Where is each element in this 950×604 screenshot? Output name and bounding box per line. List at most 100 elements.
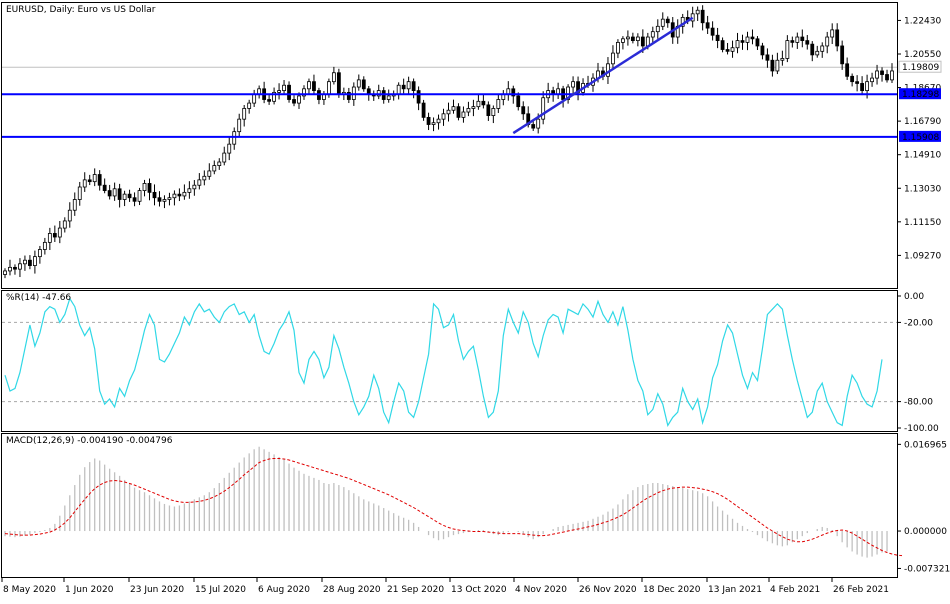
candle-body: [142, 183, 147, 191]
candle-body: [885, 74, 889, 81]
candle-body: [401, 84, 406, 90]
candle-body: [616, 41, 620, 54]
candle-body: [845, 63, 850, 77]
time-tick-label: 4 Nov 2020: [515, 585, 567, 595]
wpr-tick-label: 0.00: [904, 292, 924, 302]
candle-body: [815, 50, 820, 56]
time-tick-label: 28 Aug 2020: [323, 585, 381, 595]
candle-body: [436, 118, 441, 124]
level-price-label-1: 1.18298: [902, 90, 939, 100]
candle-body: [441, 113, 446, 120]
candle-body: [740, 40, 745, 43]
candle-body: [800, 36, 805, 42]
candle-body: [760, 45, 765, 56]
candle-body: [47, 233, 52, 243]
candle-body: [3, 270, 7, 275]
candle-body: [287, 84, 291, 100]
macd-signal-line: [4, 458, 903, 557]
candle-body: [665, 18, 670, 24]
candle-body: [785, 40, 790, 59]
candle-body: [720, 40, 725, 50]
candle-body: [411, 81, 416, 91]
price-tick-label: 1.13030: [904, 184, 941, 194]
candle-body: [182, 191, 187, 197]
price-tick-label: 1.14910: [904, 151, 941, 161]
candle-body: [207, 170, 212, 177]
candle-body: [356, 79, 361, 88]
candle-body: [820, 45, 825, 52]
candle-body: [750, 36, 755, 40]
time-tick-label: 23 Jun 2020: [130, 585, 184, 595]
candle-body: [755, 38, 760, 47]
candle-body: [775, 59, 780, 72]
candle-body: [396, 84, 401, 95]
candle-body: [745, 36, 750, 43]
macd-plot: [4, 446, 903, 558]
candle-body: [112, 188, 117, 197]
candle-body: [247, 102, 252, 109]
candle-body: [705, 22, 710, 29]
price-tick-label: 1.11150: [904, 218, 941, 228]
candle-body: [511, 88, 516, 97]
candle-body: [122, 193, 127, 200]
candle-body: [870, 77, 874, 83]
time-tick-label: 26 Nov 2020: [579, 585, 637, 595]
candle-body: [840, 45, 845, 65]
candle-body: [805, 40, 810, 45]
wpr-tick-label: -20.00: [904, 318, 933, 328]
candle-body: [471, 106, 476, 109]
candle-body: [431, 122, 436, 125]
candle-body: [312, 81, 316, 91]
candle-body: [297, 95, 301, 104]
candle-body: [336, 72, 341, 95]
candle-body: [277, 90, 281, 93]
candle-body: [855, 81, 860, 84]
candle-body: [167, 197, 172, 200]
wpr-panel-frame: [1, 290, 898, 432]
candle-body: [92, 174, 97, 183]
level-price-tag-2: [899, 130, 941, 142]
candle-body: [67, 209, 72, 222]
candle-body: [346, 91, 351, 100]
candle-body: [825, 36, 830, 47]
candle-body: [32, 256, 37, 266]
wpr-plot: [2, 297, 897, 427]
candle-body: [117, 188, 122, 200]
candle-body: [456, 106, 461, 118]
candle-body: [536, 118, 541, 129]
candle-body: [52, 233, 57, 238]
candle-body: [765, 54, 770, 61]
candle-body: [735, 40, 740, 49]
candle-body: [875, 70, 879, 79]
candle-body: [242, 108, 247, 120]
candle-body: [715, 34, 720, 42]
candle-body: [327, 81, 331, 95]
candle-body: [481, 100, 486, 106]
macd-tick-label: 0.000000: [904, 527, 947, 537]
candle-body: [386, 95, 391, 100]
candle-body: [87, 179, 92, 183]
candle-body: [810, 43, 815, 56]
candle-body: [541, 97, 546, 120]
trendline[interactable]: [512, 16, 694, 135]
candle-body: [421, 102, 426, 118]
macd-tick-label: -0.007321: [904, 564, 950, 574]
macd-panel-frame: [1, 433, 898, 578]
candle-body: [466, 108, 471, 113]
candle-body: [635, 36, 640, 42]
price-plot: [2, 5, 897, 279]
candle-body: [272, 91, 276, 102]
candle-body: [28, 259, 32, 266]
wpr-label: %R(14) -47.66: [6, 293, 71, 303]
candle-body: [655, 25, 660, 33]
candle-body: [850, 75, 855, 83]
candle-body: [97, 174, 102, 186]
candle-body: [172, 193, 177, 199]
candle-body: [82, 179, 87, 188]
current-price-tag: [898, 60, 942, 73]
candle-body: [531, 124, 536, 129]
time-tick-label: 1 Jun 2020: [65, 585, 114, 595]
candle-body: [132, 197, 137, 202]
candle-body: [625, 36, 630, 40]
